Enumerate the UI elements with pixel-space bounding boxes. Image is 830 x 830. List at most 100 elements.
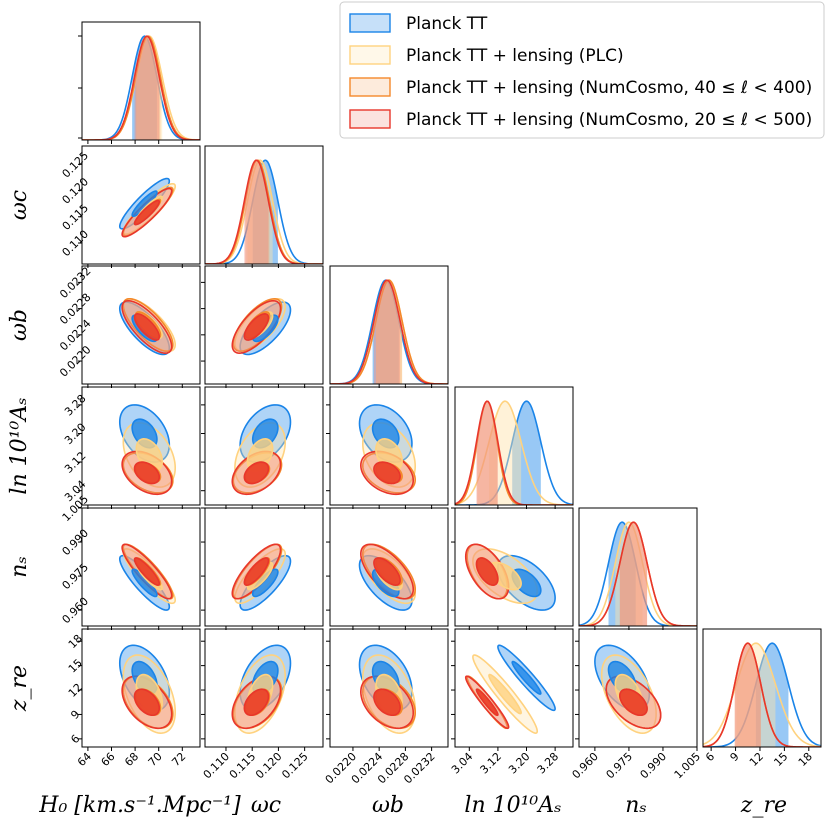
- panel-content: [358, 404, 417, 496]
- contour-1sigma-1: [488, 673, 522, 715]
- legend-swatch-3: [349, 109, 391, 129]
- x-tick-label: 0.960: [570, 750, 601, 781]
- panel-content: [231, 297, 292, 356]
- panel-frame: [204, 265, 324, 385]
- marginal-band-0: [512, 401, 541, 505]
- contour-1sigma-3: [133, 199, 161, 226]
- panel-frame: [204, 628, 324, 748]
- x-tick-label: 1.005: [672, 750, 703, 781]
- contour-1sigma-3: [373, 461, 401, 485]
- marginal-curve-0: [703, 642, 821, 747]
- y-tick-label: 0.960: [60, 595, 91, 626]
- marginal-band-3: [619, 522, 648, 626]
- y-tick-label: 3.12: [62, 449, 89, 476]
- panel-frame: [81, 507, 201, 627]
- contour-1sigma-3: [475, 688, 499, 717]
- marginal-curve-3: [330, 279, 448, 384]
- marginal-band-1: [615, 522, 643, 626]
- legend-label-3: Planck TT + lensing (NumCosmo, 20 ≤ ℓ < …: [406, 110, 812, 130]
- x-tick-label: 0.110: [201, 750, 232, 781]
- legend-label-2: Planck TT + lensing (NumCosmo, 40 ≤ ℓ < …: [406, 78, 812, 98]
- y-tick-label: 0.115: [60, 201, 91, 232]
- panel-omega_b-vs-omega_c: [204, 265, 324, 385]
- legend-swatch-1: [349, 45, 391, 65]
- panel-ns-vs-omega_c: [204, 507, 324, 627]
- marginal-band-1: [375, 280, 403, 384]
- panel-lnA-vs-lnA: [454, 386, 574, 506]
- panel-frame: [204, 386, 324, 506]
- contour-1sigma-3: [243, 313, 270, 341]
- panel-frame: [578, 507, 698, 627]
- panel-content: [118, 543, 177, 611]
- panel-content: [455, 400, 573, 505]
- panel-content: [82, 35, 200, 140]
- panel-ns-vs-omega_b: [329, 507, 449, 627]
- panel-content: [118, 644, 177, 734]
- legend-frame: [339, 1, 825, 139]
- marginal-band-3: [134, 36, 160, 140]
- panel-ns-vs-lnA: [454, 507, 574, 627]
- panel-frame: [81, 265, 201, 385]
- x-axis-title-omega_b: ωb: [372, 793, 404, 818]
- marginal-band-3: [476, 401, 498, 505]
- panel-zre-vs-H0: [81, 628, 201, 748]
- panel-content: [231, 644, 292, 734]
- contour-1sigma-3: [243, 688, 270, 717]
- marginal-band-2: [375, 280, 403, 384]
- panel-H0-vs-H0: [81, 21, 201, 141]
- y-tick-label: 0.975: [60, 561, 91, 592]
- x-tick-label: 64: [75, 750, 94, 769]
- panel-content: [579, 521, 697, 626]
- marginal-band-0: [755, 643, 789, 747]
- panel-frame: [329, 628, 449, 748]
- panel-omega_b-vs-omega_b: [329, 265, 449, 385]
- y-axis-title-ns: nₛ: [7, 556, 32, 578]
- y-axis-title-omega_b: ωb: [7, 309, 32, 341]
- x-axis-title-zre: z_re: [740, 793, 787, 818]
- contour-1sigma-3: [619, 688, 648, 717]
- marginal-curve-2: [455, 400, 573, 505]
- x-tick-label: 3.28: [535, 750, 562, 777]
- panel-omega_c-vs-omega_c: [204, 145, 324, 265]
- panel-ns-vs-ns: [578, 507, 698, 627]
- panel-content: [330, 279, 448, 384]
- marginal-band-1: [736, 643, 776, 747]
- panel-frame: [454, 386, 574, 506]
- y-axis-title-omega_c: ωc: [7, 190, 32, 220]
- panel-frame: [702, 628, 822, 748]
- y-axis-title-lnA: ln 10¹⁰Aₛ: [7, 397, 32, 494]
- legend-label-1: Planck TT + lensing (PLC): [406, 46, 624, 66]
- marginal-band-2: [619, 522, 648, 626]
- x-tick-label: 15: [771, 750, 790, 769]
- panel-frame: [204, 507, 324, 627]
- contour-1sigma-3: [133, 557, 161, 586]
- panel-content: [703, 642, 821, 747]
- panel-zre-vs-omega_b: [329, 628, 449, 748]
- marginal-curve-1: [455, 400, 573, 505]
- legend-label-0: Planck TT: [406, 14, 488, 34]
- panel-frame: [578, 628, 698, 748]
- x-tick-label: 0.120: [253, 750, 284, 781]
- x-tick-label: 0.115: [227, 750, 258, 781]
- x-tick-label: 9: [728, 750, 742, 764]
- contour-1sigma-3: [133, 313, 161, 341]
- panel-zre-vs-omega_c: [204, 628, 324, 748]
- x-tick-label: 18: [796, 750, 815, 769]
- marginal-band-3: [373, 280, 401, 384]
- x-tick-label: 0.990: [638, 750, 669, 781]
- x-tick-label: 66: [99, 750, 118, 769]
- panel-content: [464, 644, 556, 734]
- x-tick-label: 3.04: [449, 750, 476, 777]
- panels-group: [81, 21, 822, 748]
- contour-1sigma-3: [475, 557, 499, 586]
- panel-lnA-vs-H0: [81, 386, 201, 506]
- x-tick-label: 0.125: [279, 750, 310, 781]
- panel-frame: [329, 265, 449, 385]
- marginal-curve-3: [579, 521, 697, 626]
- contour-1sigma-0: [511, 660, 542, 695]
- panel-content: [231, 404, 292, 496]
- x-tick-label: 3.20: [506, 750, 533, 777]
- contour-1sigma-3: [373, 557, 401, 586]
- panel-content: [118, 404, 177, 496]
- y-tick-label: 0.120: [60, 175, 91, 206]
